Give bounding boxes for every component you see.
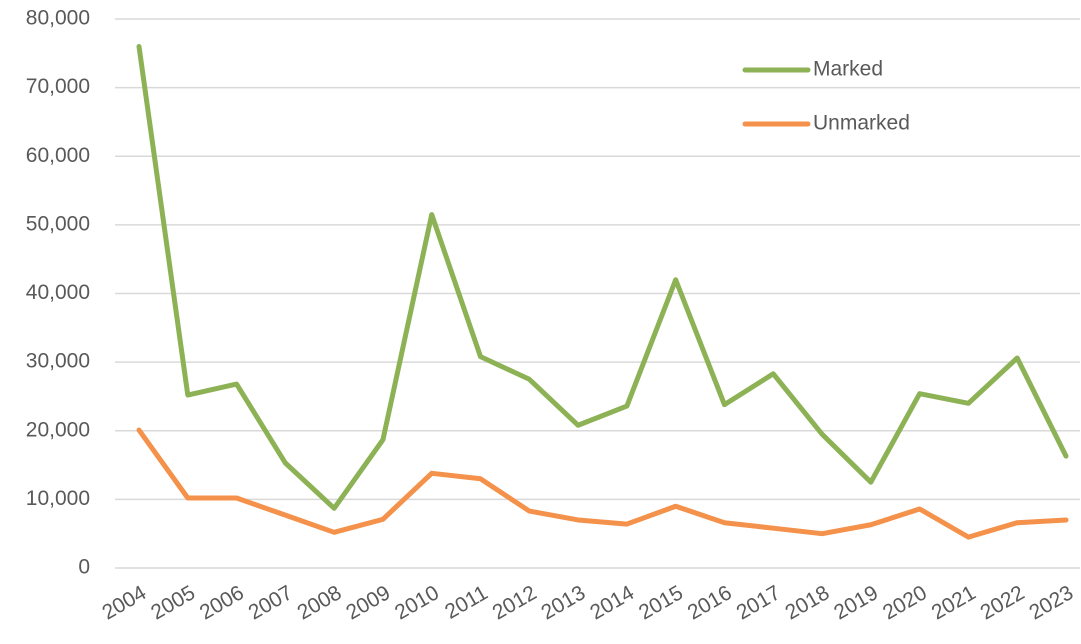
y-tick-label: 40,000 [26, 281, 90, 304]
y-tick-label: 30,000 [26, 350, 90, 373]
x-tick-label: 2015 [635, 581, 687, 624]
y-tick-label: 20,000 [26, 418, 90, 441]
x-tick-label: 2011 [441, 581, 492, 624]
series-line [136, 43, 1069, 511]
y-tick-label: 50,000 [26, 212, 90, 235]
x-tick-label: 2008 [293, 581, 345, 624]
x-tick-label: 2017 [733, 581, 785, 624]
legend-label: Marked [813, 58, 883, 81]
y-tick-label: 80,000 [26, 7, 90, 30]
series-line [136, 427, 1069, 540]
x-tick-label: 2010 [391, 581, 443, 624]
y-tick-label: 10,000 [26, 487, 90, 510]
x-tick-label: 2005 [147, 581, 199, 624]
x-tick-label: 2006 [196, 581, 248, 624]
y-tick-label: 70,000 [26, 75, 90, 98]
x-tick-label: 2019 [830, 581, 882, 624]
x-tick-label: 2020 [879, 581, 931, 624]
x-tick-label: 2009 [342, 581, 394, 624]
legend-label: Unmarked [813, 112, 910, 135]
y-tick-label: 0 [78, 556, 90, 579]
x-tick-label: 2013 [537, 581, 589, 624]
x-tick-label: 2018 [781, 581, 833, 624]
x-tick-label: 2004 [98, 581, 150, 624]
x-tick-label: 2012 [489, 581, 541, 624]
x-tick-label: 2014 [586, 581, 638, 624]
x-tick-label: 2023 [1025, 581, 1077, 624]
x-tick-label: 2016 [684, 581, 736, 624]
x-tick-label: 2022 [977, 581, 1029, 624]
y-tick-label: 60,000 [26, 144, 90, 167]
x-tick-label: 2007 [245, 581, 297, 624]
x-tick-label: 2021 [928, 581, 980, 624]
